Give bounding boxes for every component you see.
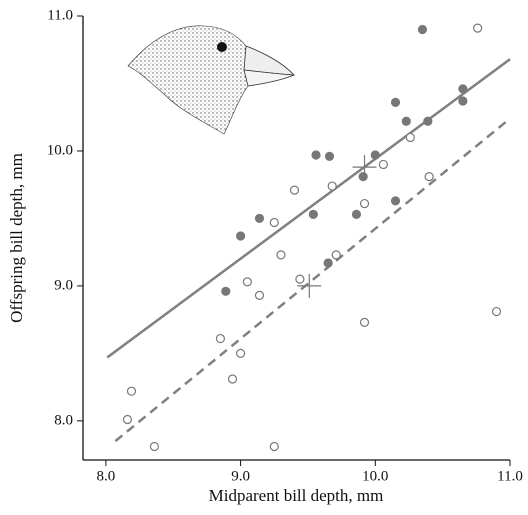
point bbox=[358, 171, 368, 182]
x-axis-label: Midparent bill depth, mm bbox=[209, 486, 384, 505]
point bbox=[331, 250, 341, 260]
point bbox=[458, 84, 468, 94]
point bbox=[276, 250, 286, 260]
point bbox=[126, 386, 137, 396]
point bbox=[424, 171, 434, 182]
point bbox=[359, 198, 370, 209]
point bbox=[295, 274, 305, 284]
point bbox=[323, 258, 333, 268]
point bbox=[378, 159, 388, 170]
point bbox=[351, 209, 362, 219]
point bbox=[458, 96, 468, 106]
point bbox=[235, 231, 246, 241]
point bbox=[417, 24, 428, 35]
point bbox=[327, 181, 337, 191]
point bbox=[491, 306, 502, 317]
point bbox=[122, 414, 133, 425]
point bbox=[227, 374, 238, 384]
point bbox=[401, 116, 411, 126]
x-tick-label: 8.0 bbox=[97, 468, 116, 484]
y-axis-label: Offspring bill depth, mm bbox=[7, 153, 26, 323]
point bbox=[269, 217, 279, 228]
point bbox=[311, 150, 321, 160]
x-tick-label: 10.0 bbox=[362, 468, 388, 484]
point bbox=[390, 97, 401, 107]
point bbox=[235, 348, 246, 358]
point bbox=[390, 196, 401, 206]
point bbox=[289, 185, 300, 195]
point bbox=[149, 441, 159, 452]
point bbox=[324, 151, 335, 161]
y-tick-label: 10.0 bbox=[47, 142, 73, 158]
y-tick-label: 11.0 bbox=[47, 7, 73, 23]
y-tick-label: 9.0 bbox=[54, 277, 73, 293]
point bbox=[269, 441, 279, 452]
point bbox=[473, 23, 483, 33]
x-tick-label: 11.0 bbox=[497, 468, 523, 484]
point bbox=[423, 116, 433, 126]
regression-line bbox=[106, 58, 511, 359]
point bbox=[254, 290, 265, 300]
y-tick-label: 8.0 bbox=[54, 412, 73, 428]
finch-illustration bbox=[127, 25, 295, 135]
point bbox=[405, 132, 415, 143]
regression-line bbox=[114, 117, 511, 443]
point bbox=[221, 286, 231, 296]
point bbox=[242, 277, 252, 287]
point bbox=[215, 333, 225, 344]
point bbox=[370, 150, 380, 160]
x-tick-label: 9.0 bbox=[231, 468, 250, 484]
point bbox=[254, 213, 265, 224]
point bbox=[359, 317, 370, 327]
point bbox=[308, 209, 318, 219]
